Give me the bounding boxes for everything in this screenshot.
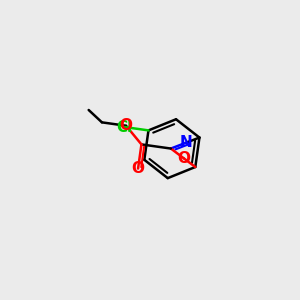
Text: N: N — [180, 135, 192, 150]
Text: O: O — [177, 151, 190, 166]
Text: O: O — [132, 161, 145, 176]
Text: Cl: Cl — [116, 119, 133, 134]
Text: O: O — [120, 118, 133, 133]
